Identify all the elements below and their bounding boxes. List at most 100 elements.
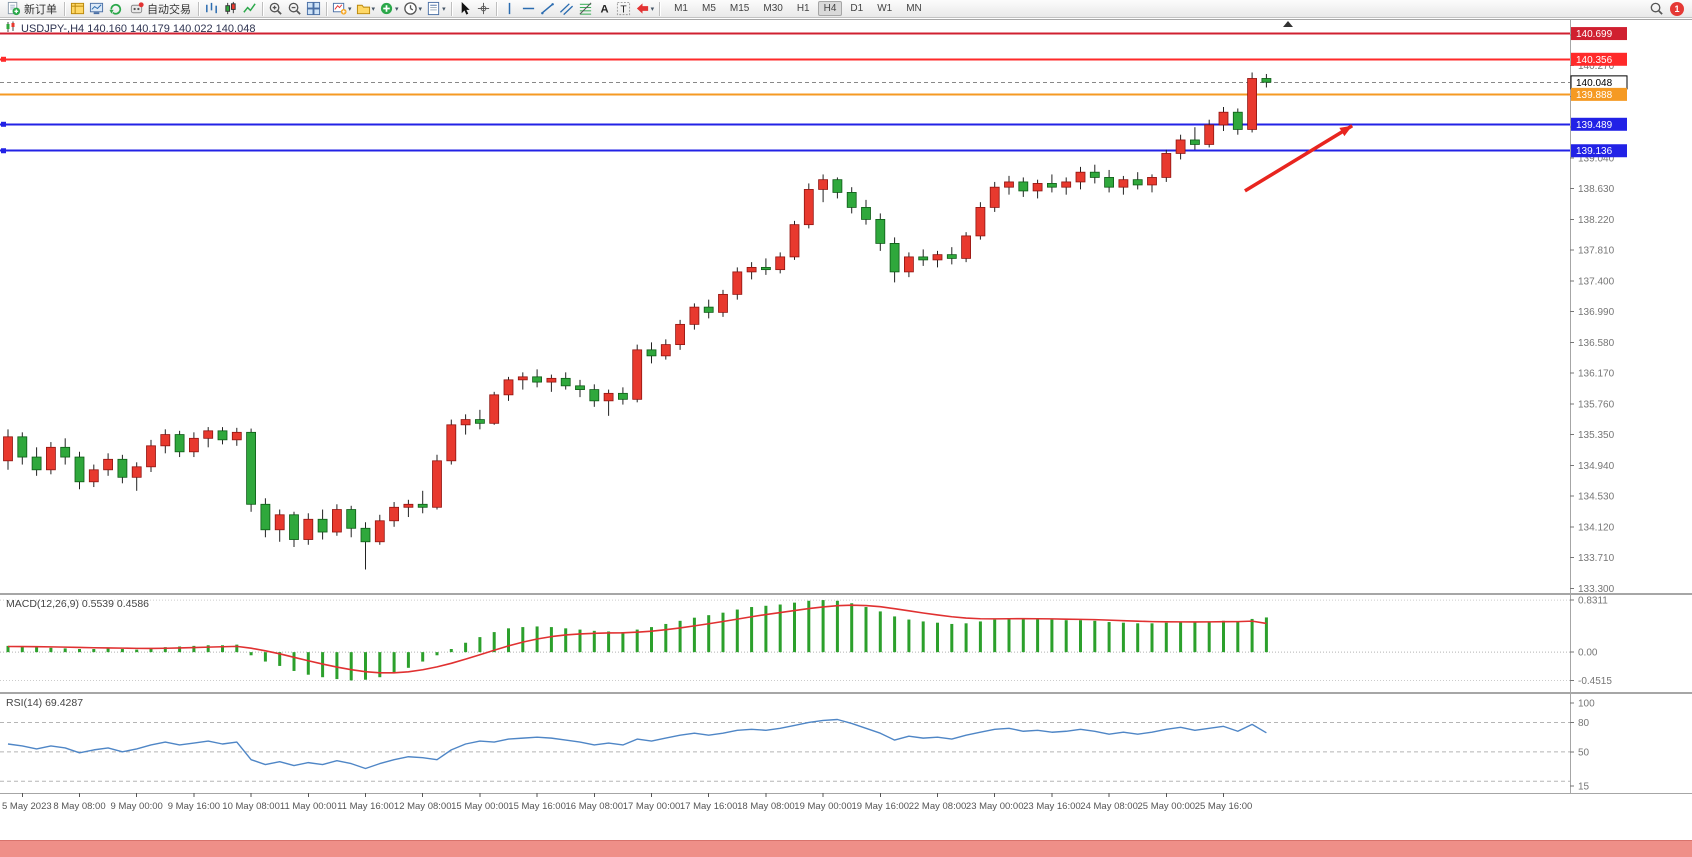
candle	[131, 466, 142, 478]
indicators-icon[interactable]: ▾	[377, 1, 401, 17]
timeframe-h1-button[interactable]: H1	[796, 3, 810, 14]
chart-area[interactable]: 140.680140.270139.860139.450139.040138.6…	[0, 18, 1692, 840]
candle	[818, 179, 828, 190]
cursor-icon[interactable]	[455, 1, 474, 17]
line-anchor[interactable]	[1, 56, 6, 62]
svg-text:8 May 08:00: 8 May 08:00	[53, 801, 105, 812]
dropdown-arrow-icon: ▾	[371, 5, 376, 13]
candle	[532, 376, 542, 383]
candle	[946, 254, 957, 259]
monitor-icon-glyph	[89, 1, 104, 16]
svg-text:25 May 00:00: 25 May 00:00	[1138, 801, 1196, 812]
svg-text:5 May 2023: 5 May 2023	[2, 801, 52, 812]
zoom-out-icon[interactable]	[285, 1, 304, 17]
dropdown-arrow-icon: ▾	[395, 5, 399, 13]
candle	[503, 379, 514, 396]
vertical-line-icon[interactable]	[500, 1, 519, 17]
candle	[1047, 183, 1057, 188]
notification-badge[interactable]: 1	[1670, 1, 1684, 16]
rsi-grid: 100 80 50 15	[0, 698, 1595, 793]
text-icon[interactable]: A	[595, 1, 614, 17]
candle	[1261, 78, 1272, 83]
dropdown-arrow-icon: ▾	[650, 5, 655, 13]
svg-text:135.350: 135.350	[1578, 430, 1615, 441]
timeframe-m1-button[interactable]: M1	[674, 3, 688, 14]
svg-text:11 May 16:00: 11 May 16:00	[337, 801, 394, 812]
zoom-in-icon[interactable]	[266, 1, 285, 17]
hline-icon-glyph	[521, 1, 536, 16]
channel-icon[interactable]	[557, 1, 576, 17]
new-order-button[interactable]: 新订单	[2, 1, 61, 17]
svg-text:139.040: 139.040	[1578, 153, 1615, 164]
bottom-scrollbar[interactable]	[0, 840, 1692, 857]
svg-text:-0.4515: -0.4515	[1578, 676, 1612, 687]
candle	[489, 394, 500, 424]
timeframe-h4-button[interactable]: H4	[817, 1, 843, 16]
svg-text:140.699: 140.699	[1576, 29, 1613, 40]
svg-text:140.048: 140.048	[1576, 78, 1613, 89]
timeframe-m15-button[interactable]: M15	[729, 3, 750, 14]
search-icon[interactable]	[1649, 1, 1664, 16]
chart-bars-icon[interactable]	[202, 1, 221, 17]
svg-text:15: 15	[1578, 782, 1590, 793]
chart-candles-icon[interactable]	[221, 1, 240, 17]
fibonacci-icon[interactable]	[576, 1, 595, 17]
refresh-icon[interactable]	[106, 1, 125, 17]
candle	[889, 243, 900, 273]
line-anchor[interactable]	[1, 148, 6, 154]
svg-text:9 May 00:00: 9 May 00:00	[111, 801, 163, 812]
candle	[474, 419, 485, 424]
candle	[761, 266, 771, 271]
svg-text:139.136: 139.136	[1576, 146, 1613, 157]
market-watch-icon[interactable]	[68, 1, 87, 17]
timeframe-w1-button[interactable]: W1	[877, 3, 893, 14]
scroll-to-end-marker[interactable]	[1283, 21, 1293, 27]
dropdown-arrow-icon: ▾	[418, 5, 423, 13]
timeframe-mn-button[interactable]: MN	[906, 3, 922, 14]
profiles-icon[interactable]: ▾	[354, 1, 378, 17]
time-axis: 5 May 2023 8 May 08:00 9 May 00:00 9 May 16…	[2, 793, 1252, 812]
fibo-icon-glyph	[578, 1, 593, 16]
crosshair-icon[interactable]	[474, 1, 493, 17]
horizontal-line-icon[interactable]	[519, 1, 538, 17]
timeframe-d1-button[interactable]: D1	[850, 3, 864, 14]
svg-text:136.990: 136.990	[1578, 307, 1615, 318]
svg-text:16 May 08:00: 16 May 08:00	[566, 801, 624, 812]
candle	[88, 469, 99, 483]
candle	[918, 256, 929, 261]
auto-trading-button[interactable]: 自动交易	[125, 1, 195, 17]
data-window-icon[interactable]	[87, 1, 106, 17]
svg-text:15 May 00:00: 15 May 00:00	[451, 801, 509, 812]
candle	[360, 527, 371, 543]
svg-text:134.940: 134.940	[1578, 461, 1615, 472]
svg-text:23 May 00:00: 23 May 00:00	[966, 801, 1024, 812]
chart-line-icon[interactable]	[240, 1, 259, 17]
candle	[875, 219, 886, 244]
templates-icon[interactable]: ▾	[424, 1, 448, 17]
candle	[74, 456, 85, 483]
svg-text:9 May 16:00: 9 May 16:00	[168, 801, 220, 812]
timeframe-m30-button[interactable]: M30	[763, 3, 783, 14]
toolbar-separator	[495, 1, 497, 16]
candle	[546, 377, 557, 383]
candle	[1075, 171, 1086, 183]
svg-text:0.8311: 0.8311	[1578, 596, 1608, 607]
label-icon[interactable]: T	[614, 1, 633, 17]
line-anchor[interactable]	[1, 121, 6, 127]
svg-text:133.300: 133.300	[1578, 584, 1615, 595]
svg-text:133.710: 133.710	[1578, 553, 1615, 564]
candle	[589, 389, 600, 402]
svg-text:137.400: 137.400	[1578, 276, 1615, 287]
template-icon-glyph	[426, 1, 441, 16]
toolbar-separator	[64, 1, 65, 16]
trendline-icon[interactable]	[538, 1, 557, 17]
periods-icon[interactable]: ▾	[401, 1, 425, 17]
shapes-icon[interactable]: ▾	[633, 1, 657, 17]
trend-arrow-annotation[interactable]	[1244, 124, 1354, 193]
svg-text:136.580: 136.580	[1578, 338, 1615, 349]
auto-trading-button-label: 自动交易	[147, 3, 191, 16]
timeframe-m5-button[interactable]: M5	[702, 3, 716, 14]
tile-windows-icon[interactable]	[304, 1, 323, 17]
shapes-icon-glyph	[635, 1, 650, 16]
new-chart-icon[interactable]: ▾	[330, 1, 354, 17]
